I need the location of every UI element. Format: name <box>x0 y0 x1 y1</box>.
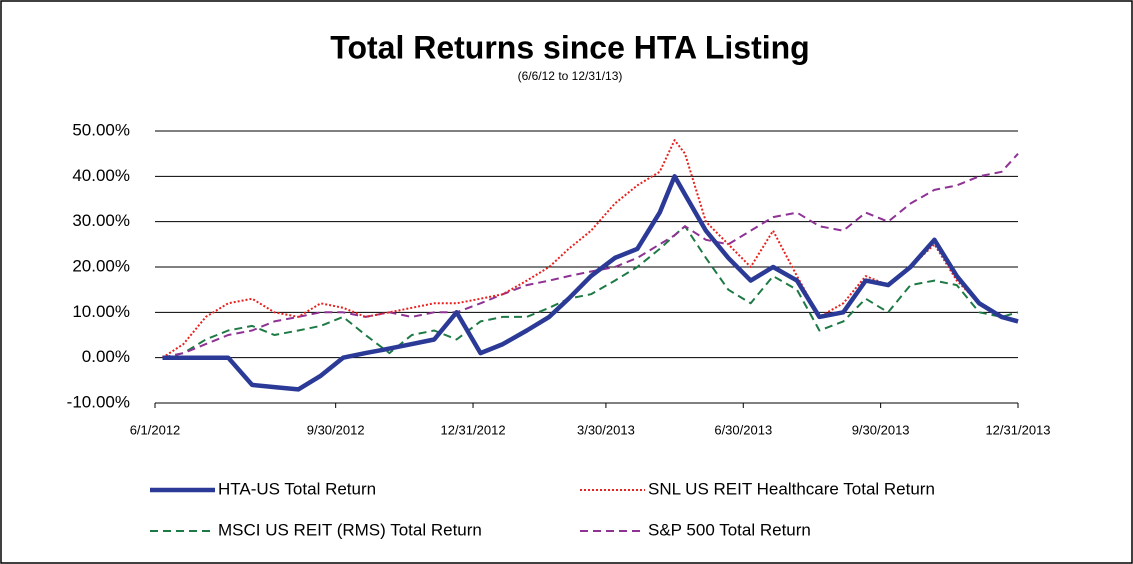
legend-label: HTA-US Total Return <box>218 479 376 498</box>
y-tick-label: -10.00% <box>67 392 130 411</box>
chart-title: Total Returns since HTA Listing <box>330 29 809 65</box>
x-tick-label: 9/30/2013 <box>852 422 910 437</box>
y-tick-label: 0.00% <box>82 347 130 366</box>
x-tick-label: 9/30/2012 <box>307 422 365 437</box>
x-tick-label: 6/30/2013 <box>714 422 772 437</box>
series-line <box>162 174 1019 392</box>
y-tick-label: 50.00% <box>72 120 130 139</box>
legend-label: S&P 500 Total Return <box>648 520 811 539</box>
x-tick-label: 12/31/2013 <box>985 422 1050 437</box>
x-tick-label: 12/31/2012 <box>440 422 505 437</box>
series-line <box>162 225 1019 359</box>
y-tick-label: 30.00% <box>72 211 130 230</box>
chart-subtitle: (6/6/12 to 12/31/13) <box>518 69 623 83</box>
x-tick-label: 3/30/2013 <box>577 422 635 437</box>
y-tick-label: 20.00% <box>72 256 130 275</box>
legend-label: SNL US REIT Healthcare Total Return <box>648 479 935 498</box>
legend-label: MSCI US REIT (RMS) Total Return <box>218 520 482 539</box>
y-tick-label: 40.00% <box>72 166 130 185</box>
y-tick-label: 10.00% <box>72 302 130 321</box>
x-tick-label: 6/1/2012 <box>130 422 181 437</box>
